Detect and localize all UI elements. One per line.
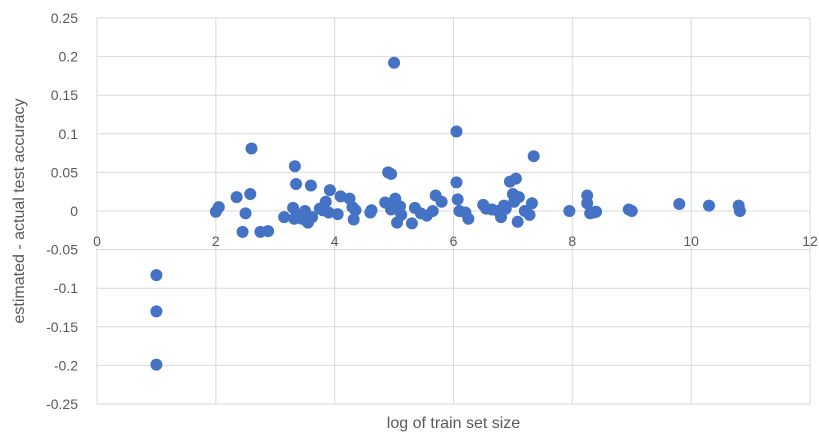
data-point — [347, 213, 360, 226]
data-point — [385, 167, 398, 180]
data-point — [581, 197, 594, 210]
data-point — [278, 211, 291, 224]
tick-label-layer: 0.25 0.2 0.15 0.1 0.05 0 -0.05 -0.1 -0.15 -0.2 -0.… — [46, 10, 818, 412]
data-point — [499, 202, 512, 215]
data-point — [288, 160, 301, 173]
data-point — [244, 188, 257, 201]
data-point — [323, 184, 336, 197]
x-tick-label: 2 — [212, 233, 220, 249]
data-point — [319, 195, 332, 208]
y-tick-label: 0.1 — [59, 126, 79, 142]
x-tick-label: 4 — [331, 233, 339, 249]
data-point — [322, 206, 335, 219]
data-point — [365, 204, 378, 217]
data-point — [673, 198, 686, 211]
data-point — [450, 176, 463, 189]
y-tick-label: -0.1 — [54, 280, 78, 296]
data-point — [462, 212, 475, 225]
x-axis-title: log of train set size — [387, 415, 521, 432]
data-point — [236, 225, 249, 238]
y-tick-label: 0.15 — [51, 87, 78, 103]
data-point-layer — [150, 56, 746, 371]
x-tick-label: 6 — [450, 233, 458, 249]
data-point — [563, 205, 576, 217]
data-point — [590, 205, 603, 218]
data-point — [150, 358, 163, 371]
data-point — [405, 217, 418, 230]
data-point — [349, 204, 362, 217]
data-point — [733, 205, 746, 217]
data-point — [239, 207, 252, 220]
y-tick-label: -0.25 — [46, 396, 78, 412]
data-point — [525, 197, 538, 210]
data-point — [304, 179, 317, 192]
data-point — [150, 269, 163, 282]
data-point — [331, 208, 344, 221]
data-point — [509, 172, 522, 185]
data-point — [511, 215, 524, 228]
y-tick-label: 0.2 — [59, 49, 79, 65]
data-point — [150, 305, 163, 318]
y-tick-label: 0 — [70, 203, 78, 219]
x-tick-label: 8 — [568, 233, 576, 249]
data-point — [527, 150, 540, 163]
data-point — [395, 208, 408, 221]
y-tick-label: -0.05 — [46, 242, 78, 258]
x-tick-label: 10 — [683, 233, 699, 249]
data-point — [212, 201, 225, 214]
y-tick-label: -0.2 — [54, 357, 78, 373]
data-point — [426, 205, 439, 217]
data-point — [262, 225, 275, 238]
data-point — [290, 177, 303, 190]
data-point — [306, 211, 319, 224]
data-point — [230, 191, 243, 204]
data-point — [523, 208, 536, 221]
data-point — [435, 195, 448, 208]
data-point — [451, 193, 464, 206]
data-point — [625, 205, 638, 217]
x-tick-label: 0 — [93, 233, 101, 249]
x-tick-label: 12 — [802, 233, 818, 249]
data-point — [245, 142, 258, 155]
data-point — [512, 191, 525, 204]
data-point — [702, 199, 715, 212]
y-tick-label: 0.05 — [51, 164, 78, 180]
y-tick-label: -0.15 — [46, 319, 78, 335]
y-axis-title: estimated - actual test accuracy — [11, 99, 28, 324]
data-point — [388, 56, 401, 69]
y-tick-label: 0.25 — [51, 10, 78, 26]
data-point — [450, 125, 463, 138]
